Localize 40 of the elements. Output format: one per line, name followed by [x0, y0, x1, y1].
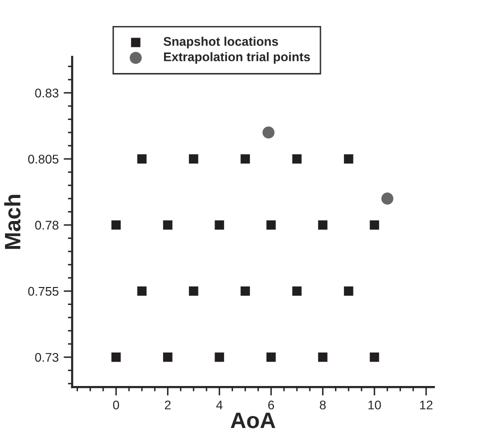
point: [370, 352, 380, 362]
x-tick-label: 4: [216, 400, 223, 410]
y-tick-label: 0.73: [35, 352, 58, 362]
x-axis-title: AoA: [230, 412, 276, 428]
point: [344, 154, 354, 164]
point: [266, 352, 276, 362]
point: [370, 220, 380, 230]
point: [266, 220, 276, 230]
point: [318, 220, 328, 230]
point: [188, 154, 198, 164]
y-tick-label: 0.755: [28, 286, 58, 296]
y-axis-title: Mach: [4, 194, 21, 249]
point: [240, 286, 250, 296]
y-tick-label: 0.805: [28, 154, 58, 164]
x-tick-label: 2: [164, 400, 171, 410]
x-tick-label: 12: [420, 400, 432, 410]
legend-label: Snapshot locations: [164, 36, 278, 48]
point: [262, 126, 275, 139]
x-tick-label: 8: [320, 400, 326, 410]
point: [292, 154, 302, 164]
point: [137, 154, 147, 164]
legend-label: Extrapolation trial points: [164, 52, 310, 64]
point: [318, 352, 328, 362]
point: [137, 286, 147, 296]
y-tick-label: 0.83: [35, 88, 58, 98]
point: [163, 352, 172, 362]
x-tick-label: 10: [368, 400, 381, 410]
point: [240, 154, 250, 164]
x-tick-label: 6: [268, 400, 274, 410]
point: [111, 352, 121, 362]
point: [214, 352, 224, 362]
point: [188, 286, 198, 296]
point: [292, 286, 302, 296]
point: [111, 220, 121, 230]
y-tick-label: 0.78: [35, 220, 58, 230]
point: [214, 220, 224, 230]
point: [163, 220, 172, 230]
point: [344, 286, 354, 296]
x-tick-label: 0: [113, 400, 120, 410]
point: [381, 192, 394, 205]
